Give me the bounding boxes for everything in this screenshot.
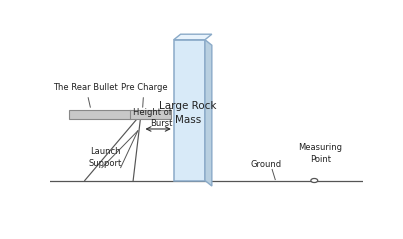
Text: Measuring
Point: Measuring Point [299, 143, 343, 164]
Bar [69, 110, 170, 119]
Polygon shape [174, 34, 212, 40]
Text: Height of
Burst: Height of Burst [133, 108, 172, 128]
Text: Launch
Support: Launch Support [88, 147, 122, 168]
Polygon shape [205, 40, 212, 186]
Text: Ground: Ground [250, 160, 281, 168]
Text: The Rear Bullet: The Rear Bullet [54, 83, 118, 107]
Text: Pre Charge: Pre Charge [120, 83, 167, 107]
Circle shape [311, 179, 318, 183]
Text: Large Rock
Mass: Large Rock Mass [159, 101, 216, 125]
Bar [174, 40, 205, 180]
